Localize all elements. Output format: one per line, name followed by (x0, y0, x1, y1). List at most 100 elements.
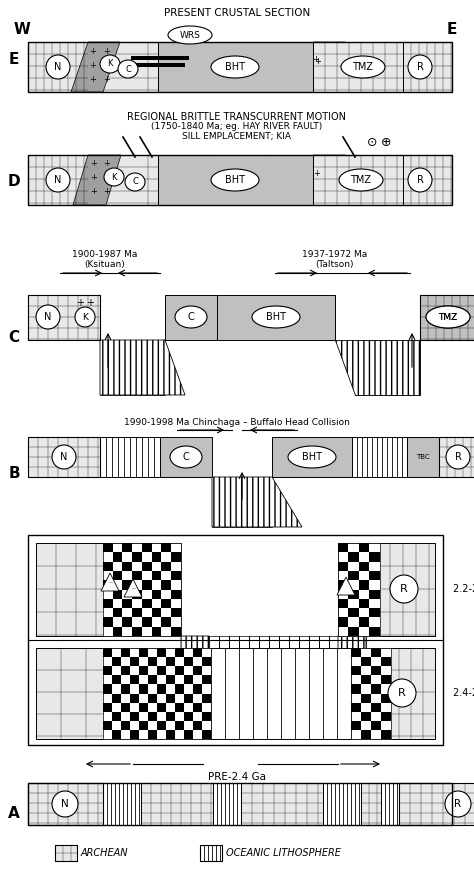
Bar (193, 703, 202, 712)
Text: N: N (60, 452, 68, 462)
Bar (36, 543, 181, 636)
Text: ⊕: ⊕ (381, 137, 391, 149)
Bar (420, 295, 474, 340)
Bar (361, 712, 371, 721)
Bar (142, 599, 152, 608)
Bar (202, 675, 211, 685)
Circle shape (390, 575, 418, 603)
Bar (171, 608, 181, 618)
Text: N: N (44, 312, 52, 322)
Bar (338, 618, 348, 627)
Circle shape (46, 55, 70, 79)
Bar (381, 657, 391, 666)
Bar (148, 712, 157, 721)
Bar (132, 608, 142, 618)
Text: +: + (91, 188, 98, 197)
Bar (338, 636, 366, 681)
Bar (359, 543, 370, 552)
Text: +: + (103, 62, 110, 71)
Text: +: + (76, 298, 84, 308)
Bar (370, 552, 380, 561)
Bar (171, 571, 181, 580)
Bar (139, 648, 148, 657)
Bar (171, 552, 181, 561)
Bar (166, 675, 175, 685)
Bar (152, 552, 162, 561)
Bar (112, 694, 121, 703)
Bar (152, 608, 162, 618)
Bar (370, 608, 380, 618)
Bar (193, 685, 202, 694)
Bar (113, 608, 122, 618)
Text: R: R (398, 688, 406, 698)
Polygon shape (71, 42, 120, 92)
Ellipse shape (170, 446, 202, 468)
Bar (28, 155, 88, 205)
Bar (28, 155, 452, 205)
Bar (193, 666, 202, 675)
Bar (157, 703, 166, 712)
Circle shape (408, 55, 432, 79)
Bar (403, 42, 452, 92)
Bar (121, 648, 130, 657)
Bar (361, 783, 381, 825)
Bar (142, 543, 152, 552)
Bar (211, 648, 351, 739)
Bar (135, 63, 185, 67)
Text: 1990-1998 Ma Chinchaga – Buffalo Head Collision: 1990-1998 Ma Chinchaga – Buffalo Head Co… (124, 418, 350, 427)
Bar (132, 627, 142, 636)
Bar (121, 703, 130, 712)
Text: K: K (111, 173, 117, 181)
Text: 2.2-2.05 Ga: 2.2-2.05 Ga (453, 584, 474, 594)
Text: +: + (103, 75, 110, 85)
Bar (141, 783, 213, 825)
Bar (139, 685, 148, 694)
Bar (181, 636, 209, 681)
Text: +: + (312, 55, 319, 63)
Bar (113, 552, 122, 561)
Bar (112, 730, 121, 739)
Text: PRE-2.4 Ga: PRE-2.4 Ga (208, 772, 266, 782)
Bar (370, 571, 380, 580)
Bar (371, 721, 381, 730)
Text: +: + (86, 298, 94, 308)
Ellipse shape (211, 56, 259, 78)
Ellipse shape (426, 306, 470, 328)
Bar (209, 636, 338, 664)
Bar (338, 543, 380, 636)
Bar (166, 694, 175, 703)
Polygon shape (124, 579, 142, 597)
Bar (142, 618, 152, 627)
Bar (166, 712, 175, 721)
Bar (217, 295, 335, 340)
Bar (361, 657, 371, 666)
Bar (200, 845, 222, 861)
Bar (348, 571, 359, 580)
Text: N: N (55, 175, 62, 185)
Bar (399, 783, 474, 825)
Bar (152, 627, 162, 636)
Bar (348, 608, 359, 618)
Bar (202, 712, 211, 721)
Bar (103, 599, 113, 608)
Text: +: + (91, 173, 98, 182)
Text: ARCHEAN: ARCHEAN (81, 848, 128, 858)
Bar (100, 340, 165, 395)
Bar (122, 543, 132, 552)
Bar (36, 648, 211, 739)
Circle shape (445, 791, 471, 817)
Bar (420, 295, 474, 340)
Bar (348, 589, 359, 599)
Bar (351, 648, 391, 739)
Text: ~: ~ (130, 586, 136, 592)
Bar (157, 685, 166, 694)
Text: +: + (90, 62, 96, 71)
Bar (351, 721, 361, 730)
Circle shape (408, 168, 432, 192)
Bar (361, 694, 371, 703)
Bar (103, 783, 141, 825)
Polygon shape (100, 340, 185, 395)
Bar (184, 694, 193, 703)
Polygon shape (337, 577, 355, 595)
Bar (370, 627, 380, 636)
